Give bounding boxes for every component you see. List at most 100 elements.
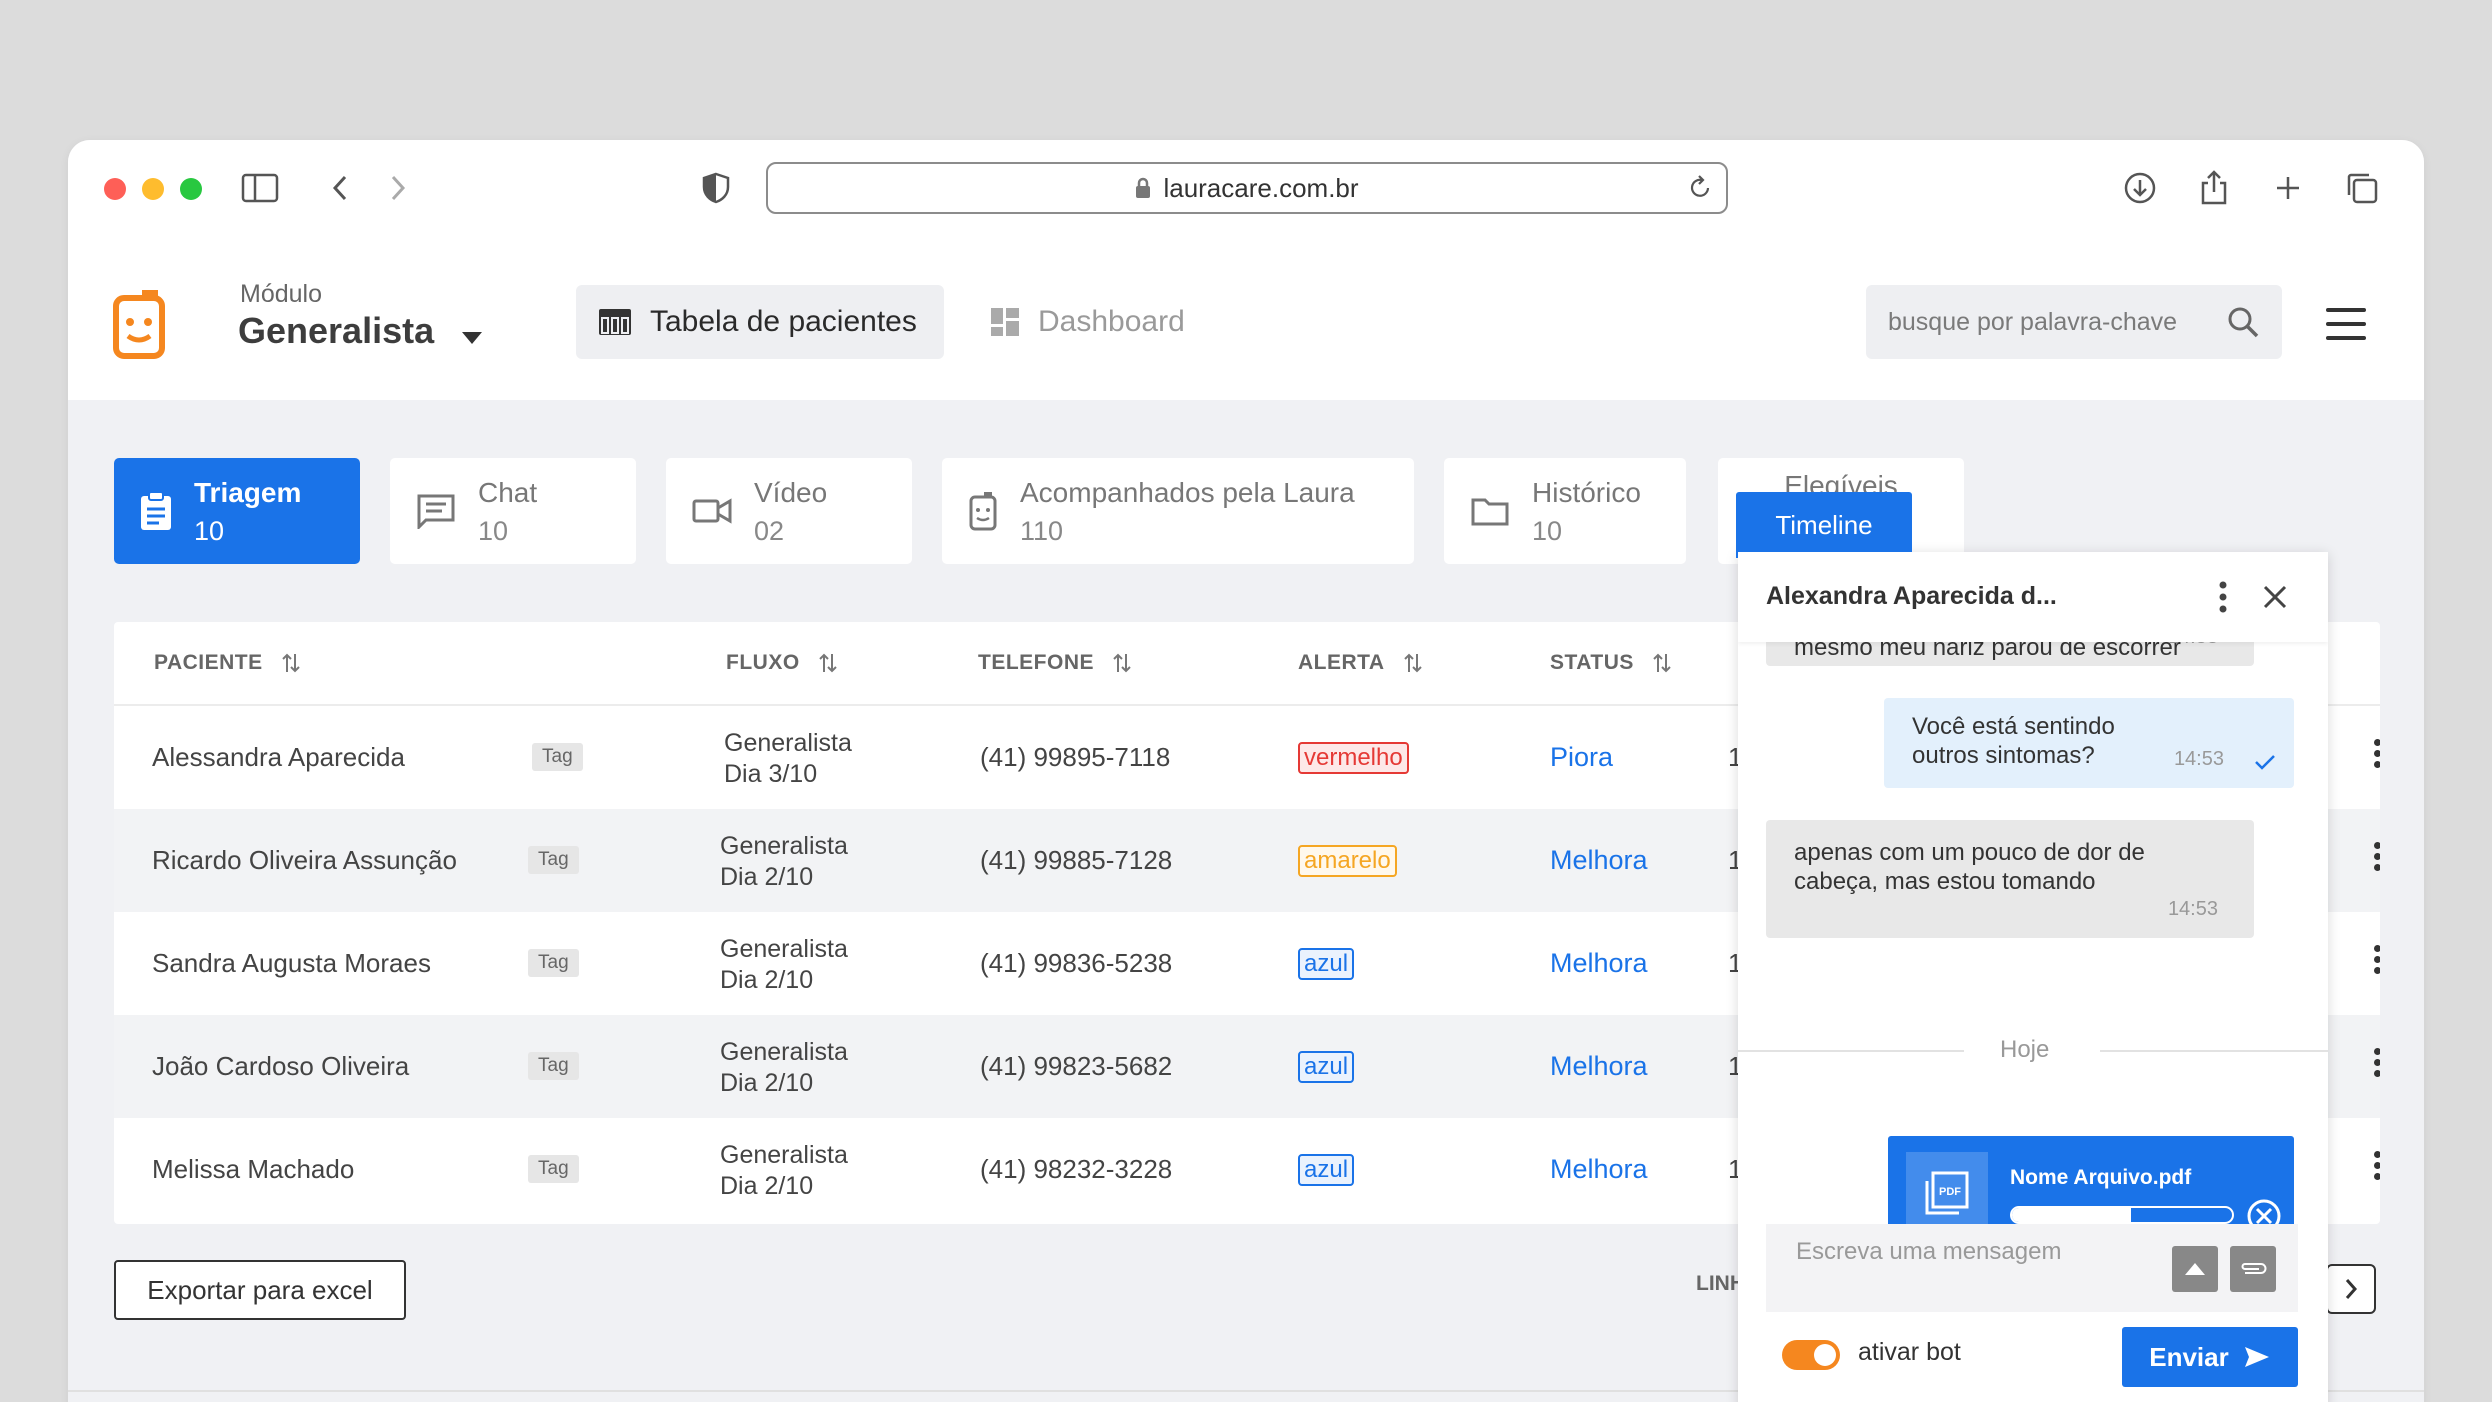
alert-badge: azul: [1298, 1154, 1355, 1186]
nav-tab-dashboard[interactable]: Dashboard: [968, 285, 1268, 359]
category-label: Triagem: [194, 477, 302, 508]
category-count: 10: [478, 516, 509, 546]
sort-icon[interactable]: [1403, 652, 1423, 674]
close-window-button[interactable]: [104, 178, 126, 200]
flow-cell: Generalista Dia 2/10: [720, 1037, 848, 1099]
attach-button[interactable]: [2230, 1246, 2276, 1292]
message-time: 14:53: [2167, 898, 2218, 920]
address-bar[interactable]: lauracare.com.br: [766, 162, 1728, 214]
phone-number: (41) 99885-7128: [980, 845, 1173, 875]
module-selector[interactable]: Generalista: [238, 310, 435, 351]
message-placeholder: Escreva uma mensagem: [1796, 1238, 2062, 1265]
patient-tag[interactable]: Tag: [528, 949, 579, 977]
patient-tag[interactable]: Tag: [528, 1155, 579, 1183]
menu-icon[interactable]: [2326, 308, 2366, 350]
table-icon: [599, 309, 631, 335]
export-excel-button[interactable]: Exportar para excel: [114, 1260, 406, 1320]
column-label: PACIENTE: [154, 651, 263, 674]
timeline-tab[interactable]: Timeline: [1736, 492, 1912, 558]
patient-tag[interactable]: Tag: [528, 1052, 579, 1080]
flow-cell: Generalista Dia 3/10: [724, 728, 852, 790]
contact-name: Alexandra Aparecida d...: [1766, 582, 2057, 610]
minimize-window-button[interactable]: [142, 178, 164, 200]
flow-name: Generalista: [720, 1038, 848, 1066]
sort-icon[interactable]: [818, 652, 838, 674]
patient-tag[interactable]: Tag: [532, 743, 583, 771]
app-header: Módulo Generalista Tabela de pacientes D…: [68, 240, 2424, 400]
message-input[interactable]: Escreva uma mensagem: [1766, 1224, 2298, 1312]
arrow-up-icon: [2185, 1263, 2205, 1275]
status-link[interactable]: Melhora: [1550, 1154, 1648, 1184]
more-options-icon[interactable]: [2218, 580, 2228, 614]
category-label: Acompanhados pela Laura: [1020, 477, 1355, 508]
row-options-icon[interactable]: [2374, 1048, 2380, 1081]
category-tab-triagem[interactable]: Triagem 10: [114, 458, 360, 564]
category-count: 10: [1532, 516, 1563, 546]
nav-tab-patients-table[interactable]: Tabela de pacientes: [576, 285, 944, 359]
column-header-fluxo[interactable]: FLUXO: [726, 622, 838, 704]
column-label: TELEFONE: [978, 651, 1095, 674]
url-text: lauracare.com.br: [1163, 172, 1359, 203]
expand-button[interactable]: [2172, 1246, 2218, 1292]
category-tab-historico[interactable]: Histórico 10: [1444, 458, 1686, 564]
browser-toolbar: lauracare.com.br: [68, 140, 2424, 240]
search-input[interactable]: busque por palavra-chave: [1866, 285, 2282, 359]
module-label: Módulo: [240, 280, 322, 308]
status-link[interactable]: Piora: [1550, 742, 1614, 772]
category-count: 10: [194, 516, 225, 546]
status-link[interactable]: Melhora: [1550, 948, 1648, 978]
row-options-icon[interactable]: [2374, 842, 2380, 875]
column-header-paciente[interactable]: PACIENTE: [154, 622, 301, 704]
row-options-icon[interactable]: [2374, 739, 2380, 772]
next-page-button[interactable]: [2326, 1264, 2376, 1314]
column-label: FLUXO: [726, 651, 800, 674]
header-divider: [114, 704, 2380, 706]
chevron-right-icon: [2345, 1279, 2358, 1299]
patient-name: Ricardo Oliveira Assunção: [152, 845, 457, 875]
rows-per-page-label: LINH: [1696, 1272, 1745, 1295]
status-link[interactable]: Melhora: [1550, 1051, 1648, 1081]
flow-name: Generalista: [724, 729, 852, 757]
back-icon[interactable]: [320, 168, 360, 208]
column-header-alerta[interactable]: ALERTA: [1298, 622, 1423, 704]
video-icon: [692, 498, 732, 524]
new-tab-icon[interactable]: [2268, 168, 2308, 208]
table-row[interactable]: Alessandra Aparecida Tag Generalista Dia 3/…: [114, 706, 2380, 809]
category-label: Histórico: [1532, 477, 1641, 508]
category-tab-chat[interactable]: Chat 10: [390, 458, 636, 564]
sidebar-toggle-icon[interactable]: [240, 168, 280, 208]
row-options-icon[interactable]: [2374, 1151, 2380, 1184]
column-header-status[interactable]: STATUS: [1550, 622, 1672, 704]
caret-down-icon[interactable]: [462, 332, 482, 344]
patient-tag[interactable]: Tag: [528, 846, 579, 874]
send-button[interactable]: Enviar: [2122, 1327, 2298, 1387]
browser-window: lauracare.com.br Módulo Generalista Tabe…: [68, 140, 2424, 1402]
shield-icon[interactable]: [696, 168, 736, 208]
search-icon[interactable]: [2226, 305, 2260, 339]
row-options-icon[interactable]: [2374, 945, 2380, 978]
category-tab-video[interactable]: Vídeo 02: [666, 458, 912, 564]
maximize-window-button[interactable]: [180, 178, 202, 200]
forward-icon[interactable]: [378, 168, 418, 208]
status-link[interactable]: Melhora: [1550, 845, 1648, 875]
category-tab-acompanhados[interactable]: Acompanhados pela Laura 110: [942, 458, 1414, 564]
pdf-file-icon: PDF: [1906, 1152, 1988, 1234]
nav-tab-label: Dashboard: [1038, 305, 1185, 338]
close-icon[interactable]: [2262, 584, 2288, 610]
sort-icon[interactable]: [1652, 652, 1672, 674]
category-count: 110: [1020, 516, 1064, 546]
reload-icon[interactable]: [1688, 174, 1712, 200]
sort-icon[interactable]: [1112, 652, 1132, 674]
flow-cell: Generalista Dia 2/10: [720, 1140, 848, 1202]
day-divider-line: [2100, 1050, 2328, 1052]
day-divider-line: [1738, 1050, 1964, 1052]
nav-tab-label: Tabela de pacientes: [650, 305, 917, 338]
download-icon[interactable]: [2120, 168, 2160, 208]
table-row[interactable]: Sandra Augusta Moraes Tag Generalista Dia 2…: [114, 912, 2380, 1015]
table-row[interactable]: Melissa Machado Tag Generalista Dia 2/10 (41…: [114, 1118, 2380, 1221]
bot-toggle[interactable]: [1782, 1340, 1840, 1370]
sort-icon[interactable]: [281, 652, 301, 674]
share-icon[interactable]: [2194, 168, 2234, 208]
column-header-telefone[interactable]: TELEFONE: [978, 622, 1132, 704]
tabs-overview-icon[interactable]: [2342, 168, 2382, 208]
